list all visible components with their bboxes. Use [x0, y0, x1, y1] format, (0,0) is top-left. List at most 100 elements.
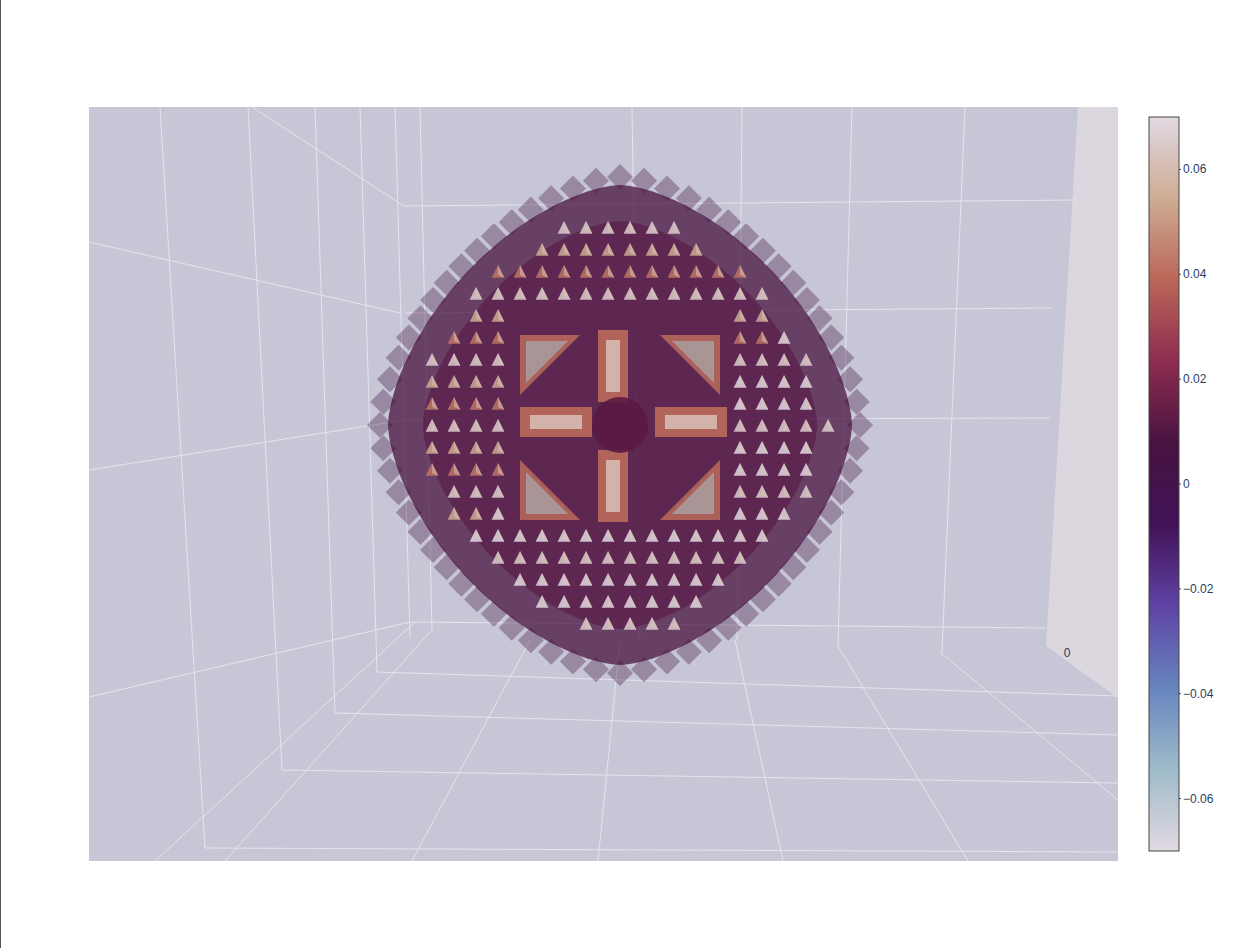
volume-facet: [800, 485, 813, 498]
volume-facet-light: [696, 573, 702, 586]
volume-facet-light: [630, 265, 636, 278]
volume-facet: [624, 529, 637, 542]
volume-facet: [734, 375, 747, 388]
volume-corner-core: [672, 472, 714, 514]
volume-facet: [668, 573, 681, 586]
volume-facet-light: [630, 221, 636, 234]
volume-facet: [690, 243, 703, 256]
volume-facet-light: [454, 419, 460, 432]
volume-facet-light: [696, 287, 702, 300]
volume-facet: [602, 265, 615, 278]
volume-facet-light: [718, 529, 724, 542]
volume-facet: [778, 375, 791, 388]
volume-corner: [660, 460, 720, 520]
volume-facet: [448, 353, 461, 366]
volume-facet: [580, 287, 593, 300]
volume-facet-light: [696, 595, 702, 608]
volume-facet-light: [454, 375, 460, 388]
volume-facet-light: [674, 595, 680, 608]
volume-facet: [734, 397, 747, 410]
volume-facet: [580, 595, 593, 608]
volume-facet-light: [498, 309, 504, 322]
volume-facet-light: [806, 375, 812, 388]
volume-facet-light: [432, 353, 438, 366]
volume-facet-light: [718, 551, 724, 564]
volume-facet-light: [542, 595, 548, 608]
volume-facet-light: [718, 265, 724, 278]
colorbar-tick: [1179, 379, 1181, 380]
volume-facet: [778, 397, 791, 410]
volume-facet-light: [718, 573, 724, 586]
volume-facet-light: [432, 397, 438, 410]
volume-facet-light: [806, 463, 812, 476]
volume-facet-light: [498, 485, 504, 498]
volume-facet: [492, 375, 505, 388]
volume-facet: [558, 595, 571, 608]
volume-facet: [602, 617, 615, 630]
volume-facet: [646, 221, 659, 234]
volume-facet: [734, 441, 747, 454]
grid-line: [335, 713, 1118, 735]
volume-facet: [492, 331, 505, 344]
volume-facet-light: [740, 463, 746, 476]
volume-facet: [668, 551, 681, 564]
volume-facet-light: [740, 353, 746, 366]
volume-facet: [800, 397, 813, 410]
volume-bar: [520, 407, 592, 437]
volume-facet: [492, 265, 505, 278]
volume-facet: [756, 309, 769, 322]
volume-facet-light: [674, 529, 680, 542]
volume-facet: [734, 265, 747, 278]
volume-facet-light: [652, 529, 658, 542]
volume-facet: [624, 243, 637, 256]
volume-facet-light: [608, 529, 614, 542]
volume-facet: [800, 441, 813, 454]
volume-facet: [558, 529, 571, 542]
volume-facet-light: [586, 265, 592, 278]
volume-facet: [536, 595, 549, 608]
volume-facet-light: [696, 243, 702, 256]
volume-facet: [646, 287, 659, 300]
volume-facet: [734, 353, 747, 366]
colorbar-tick: [1179, 484, 1181, 485]
volume-facet-light: [674, 221, 680, 234]
volume-facet-light: [498, 287, 504, 300]
volume-facet: [492, 441, 505, 454]
volume-facet-light: [740, 309, 746, 322]
volume-facet-light: [586, 529, 592, 542]
volume-facet: [778, 331, 791, 344]
volume-facet-light: [454, 353, 460, 366]
colorbar-tick-label: −0.04: [1183, 687, 1214, 701]
volume-facet: [580, 551, 593, 564]
volume-facet-light: [696, 551, 702, 564]
volume-facet-light: [476, 375, 482, 388]
volume-facet-light: [696, 265, 702, 278]
volume-facet: [690, 265, 703, 278]
volume-facet-light: [564, 265, 570, 278]
volume-facet-light: [674, 265, 680, 278]
volume-facet-light: [806, 441, 812, 454]
volume-facet-light: [740, 397, 746, 410]
volume-facet: [712, 265, 725, 278]
volume-facet-light: [806, 419, 812, 432]
volume-facet: [690, 573, 703, 586]
colorbar-tick-label: 0: [1183, 477, 1190, 491]
volume-facet-light: [608, 573, 614, 586]
volume-facet-light: [652, 551, 658, 564]
volume-facet: [470, 441, 483, 454]
volume-facet-light: [608, 617, 614, 630]
volume-facet-light: [586, 243, 592, 256]
volume-facet: [646, 529, 659, 542]
volume-facet-light: [476, 463, 482, 476]
volume-facet: [470, 331, 483, 344]
volume-facet-light: [498, 463, 504, 476]
volume-facet: [734, 463, 747, 476]
volume-facet-light: [564, 287, 570, 300]
volume-facet-light: [630, 529, 636, 542]
volume-facet: [690, 287, 703, 300]
volume-corner-core: [526, 341, 568, 383]
volume-facet: [734, 331, 747, 344]
volume-facet: [448, 375, 461, 388]
volume-facet: [470, 507, 483, 520]
colorbar-tick: [1179, 169, 1181, 170]
